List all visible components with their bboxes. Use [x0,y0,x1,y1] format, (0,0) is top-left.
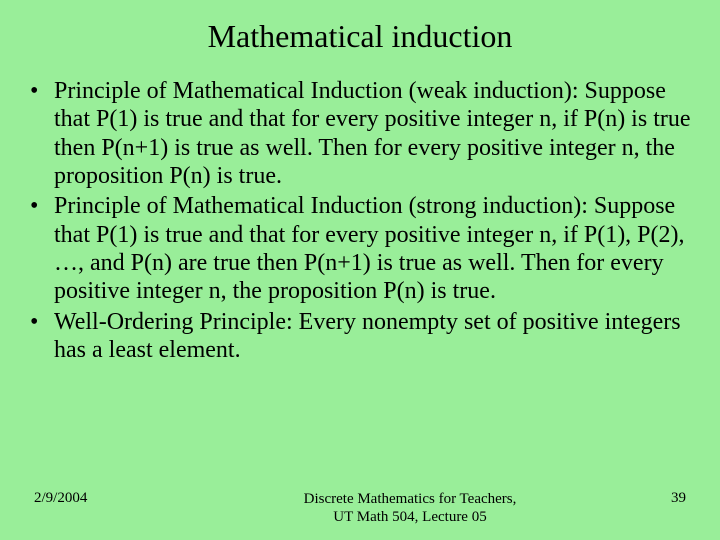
slide-body: • Principle of Mathematical Induction (w… [28,77,692,482]
bullet-marker: • [28,308,54,365]
bullet-marker: • [28,77,54,190]
bullet-text: Principle of Mathematical Induction (str… [54,192,692,305]
slide-title: Mathematical induction [28,18,692,55]
bullet-marker: • [28,192,54,305]
bullet-text: Principle of Mathematical Induction (wea… [54,77,692,190]
footer-course-line2: UT Math 504, Lecture 05 [333,509,486,525]
bullet-text: Well-Ordering Principle: Every nonempty … [54,308,692,365]
footer-course: Discrete Mathematics for Teachers, UT Ma… [194,490,626,526]
slide-footer: 2/9/2004 Discrete Mathematics for Teache… [28,490,692,526]
footer-course-line1: Discrete Mathematics for Teachers, [304,491,517,507]
footer-page-number: 39 [626,490,686,507]
bullet-item: • Well-Ordering Principle: Every nonempt… [28,308,692,365]
footer-date: 2/9/2004 [34,490,194,507]
bullet-item: • Principle of Mathematical Induction (s… [28,192,692,305]
bullet-item: • Principle of Mathematical Induction (w… [28,77,692,190]
